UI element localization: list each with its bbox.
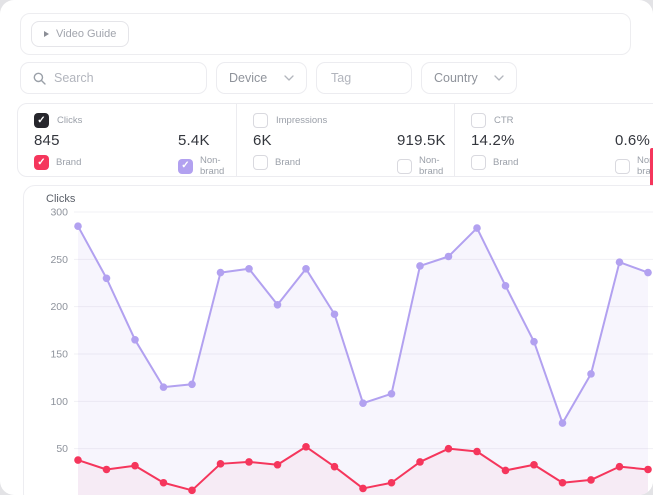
brand-checkbox[interactable]: ✓	[253, 155, 268, 170]
brand-checkbox[interactable]: ✓	[471, 155, 486, 170]
nonbrand-value: 919.5K	[397, 132, 446, 149]
brand-value: 6K	[253, 132, 272, 149]
brand-checkbox[interactable]: ✓	[34, 155, 49, 170]
device-select-label: Device	[229, 71, 268, 85]
video-guide-label: Video Guide	[56, 28, 117, 40]
top-toolbar: Video Guide	[20, 13, 631, 55]
video-guide-button[interactable]: Video Guide	[31, 21, 130, 47]
metric-card-clicks: ✓ Clicks 845 5.4K ✓ Brand ✓ Non-brand	[18, 104, 236, 177]
country-select-label: Country	[434, 71, 478, 85]
metric-card-ctr: ✓ CTR 14.2% 0.6% ✓ Brand ✓ Non-brand	[454, 104, 653, 177]
clicks-line-chart: 50 100 150 200 250 300	[50, 207, 653, 495]
chevron-down-icon	[284, 75, 294, 81]
country-select[interactable]: Country	[421, 62, 517, 94]
right-edge-accent	[650, 148, 653, 188]
brand-value: 14.2%	[471, 132, 515, 149]
search-icon	[33, 72, 46, 85]
brand-label: Brand	[275, 157, 301, 168]
svg-text:100: 100	[50, 396, 68, 408]
clicks-chart-card: Clicks 50 100 150 200 250 300	[23, 185, 653, 495]
impressions-checkbox[interactable]: ✓	[253, 113, 268, 128]
svg-text:50: 50	[56, 443, 68, 455]
tag-input[interactable]	[329, 70, 399, 86]
brand-label: Brand	[493, 157, 519, 168]
svg-text:200: 200	[50, 301, 68, 313]
nonbrand-checkbox[interactable]: ✓	[615, 158, 630, 174]
brand-value: 845	[34, 132, 60, 149]
metric-name: Clicks	[57, 115, 83, 126]
nonbrand-label: Non-brand	[200, 155, 225, 177]
nonbrand-label: Non-brand	[637, 155, 653, 177]
nonbrand-checkbox[interactable]: ✓	[397, 158, 412, 174]
svg-text:250: 250	[50, 254, 68, 266]
nonbrand-value: 0.6%	[615, 132, 650, 149]
clicks-checkbox[interactable]: ✓	[34, 113, 49, 128]
play-icon	[44, 31, 49, 37]
device-select[interactable]: Device	[216, 62, 307, 94]
chevron-down-icon	[494, 75, 504, 81]
nonbrand-value: 5.4K	[178, 132, 210, 149]
brand-label: Brand	[56, 157, 82, 168]
svg-text:150: 150	[50, 349, 68, 361]
ctr-checkbox[interactable]: ✓	[471, 113, 486, 128]
nonbrand-checkbox[interactable]: ✓	[178, 158, 193, 174]
metrics-row: ✓ Clicks 845 5.4K ✓ Brand ✓ Non-brand ✓ …	[17, 103, 653, 177]
metric-name: CTR	[494, 115, 514, 126]
search-input[interactable]: Search	[20, 62, 207, 94]
metric-name: Impressions	[276, 115, 328, 126]
chart-title: Clicks	[46, 193, 76, 205]
tag-field[interactable]	[316, 62, 412, 94]
metric-card-impressions: ✓ Impressions 6K 919.5K ✓ Brand ✓ Non-br…	[236, 104, 454, 177]
svg-text:300: 300	[50, 207, 68, 219]
nonbrand-label: Non-brand	[419, 155, 444, 177]
search-placeholder: Search	[54, 71, 94, 85]
